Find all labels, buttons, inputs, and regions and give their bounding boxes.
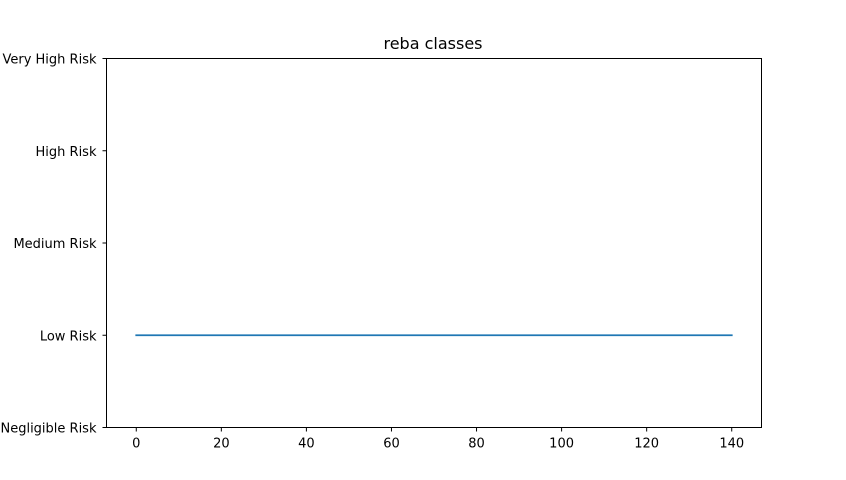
y-tick-label: Medium Risk	[13, 237, 97, 252]
x-tick-label: 120	[634, 437, 659, 452]
x-tick-label: 100	[549, 437, 574, 452]
y-tick-label: Very High Risk	[2, 53, 96, 68]
x-tick-label: 40	[298, 437, 315, 452]
x-tick-label: 140	[719, 437, 744, 452]
y-tick-label: Negligible Risk	[0, 422, 96, 437]
y-tick-label: High Risk	[36, 145, 97, 160]
y-tick-label: Low Risk	[40, 329, 97, 344]
x-tick-label: 20	[213, 437, 230, 452]
x-tick-label: 80	[468, 437, 485, 452]
chart-title: reba classes	[383, 34, 482, 53]
x-tick-label: 60	[383, 437, 400, 452]
x-tick-label: 0	[132, 437, 140, 452]
x-axis: 0 20 40 60 80 100 120 140	[132, 427, 744, 452]
y-axis: Negligible Risk Low Risk Medium Risk High R…	[0, 53, 107, 437]
plot-frame	[106, 58, 762, 428]
